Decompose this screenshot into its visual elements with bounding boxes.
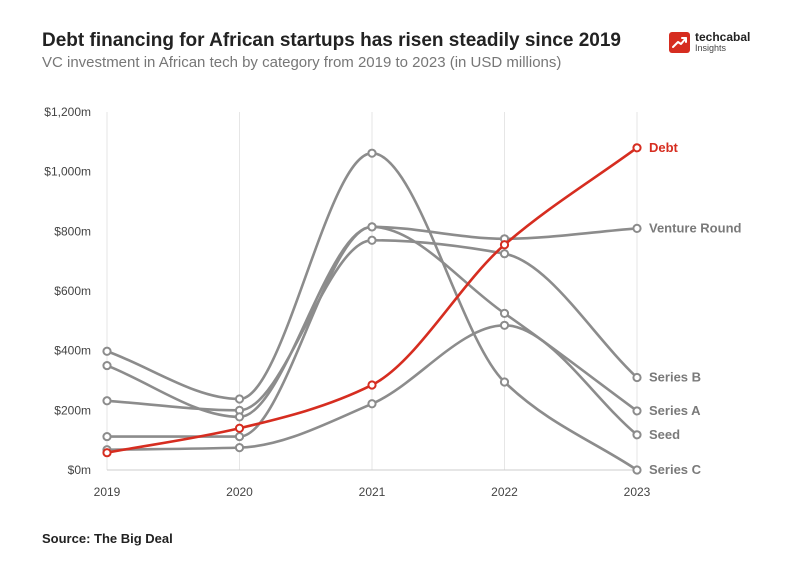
series-label-series-a: Series A <box>649 403 701 418</box>
x-tick-label: 2020 <box>226 485 253 499</box>
data-point-series-a-2022 <box>499 308 510 318</box>
data-point-debt-2022 <box>499 240 510 250</box>
source-note: Source: The Big Deal <box>42 531 173 546</box>
data-point-debt-2019 <box>102 448 112 458</box>
data-point-series-b-2022 <box>499 249 510 259</box>
data-point-series-c-2023 <box>632 465 642 475</box>
data-point-series-c-2022 <box>499 377 510 387</box>
data-point-venture-round-2020 <box>234 431 245 442</box>
data-point-series-a-2021 <box>367 222 377 232</box>
data-point-series-b-2019 <box>102 396 112 406</box>
data-point-seed-2020 <box>234 443 245 453</box>
series-label-venture-round: Venture Round <box>649 220 742 235</box>
logo-name: techcabal <box>695 30 751 44</box>
logo-subtitle: Insights <box>695 43 727 53</box>
data-point-series-b-2021 <box>367 235 377 245</box>
data-point-series-c-2021 <box>367 148 377 158</box>
series-label-seed: Seed <box>649 427 680 442</box>
chart-title: Debt financing for African startups has … <box>42 30 621 51</box>
data-point-debt-2023 <box>632 143 642 153</box>
data-point-seed-2023 <box>632 430 642 440</box>
data-point-series-b-2023 <box>632 372 642 383</box>
x-tick-label: 2021 <box>359 485 386 499</box>
trend-arrow-icon <box>669 31 690 53</box>
data-point-series-a-2020 <box>234 412 245 422</box>
y-tick-label: $600m <box>54 284 91 298</box>
y-tick-label: $0m <box>68 463 91 477</box>
series-label-series-b: Series B <box>649 370 701 385</box>
data-point-series-a-2019 <box>102 360 112 371</box>
data-point-venture-round-2023 <box>632 223 642 233</box>
data-point-series-c-2019 <box>102 346 112 356</box>
series-label-debt: Debt <box>649 140 679 155</box>
series-line-seed <box>106 324 638 452</box>
data-point-seed-2022 <box>499 320 510 330</box>
y-tick-label: $200m <box>54 403 91 417</box>
x-tick-label: 2019 <box>94 485 121 499</box>
techcabal-logo: techcabal Insights <box>669 31 750 53</box>
chart-subtitle: VC investment in African tech by categor… <box>42 54 562 71</box>
y-tick-label: $1,000m <box>44 165 91 179</box>
x-tick-label: 2022 <box>491 485 518 499</box>
data-point-debt-2020 <box>234 423 245 433</box>
data-point-series-a-2023 <box>632 406 642 416</box>
data-point-venture-round-2019 <box>102 431 112 442</box>
series-label-series-c: Series C <box>649 462 702 477</box>
data-point-series-c-2020 <box>234 394 245 404</box>
y-tick-label: $400m <box>54 344 91 358</box>
data-point-debt-2021 <box>367 380 377 390</box>
y-tick-label: $800m <box>54 224 91 238</box>
series-line-debt <box>106 146 638 454</box>
x-tick-label: 2023 <box>624 485 651 499</box>
y-tick-label: $1,200m <box>44 105 91 119</box>
data-point-seed-2021 <box>367 399 377 409</box>
